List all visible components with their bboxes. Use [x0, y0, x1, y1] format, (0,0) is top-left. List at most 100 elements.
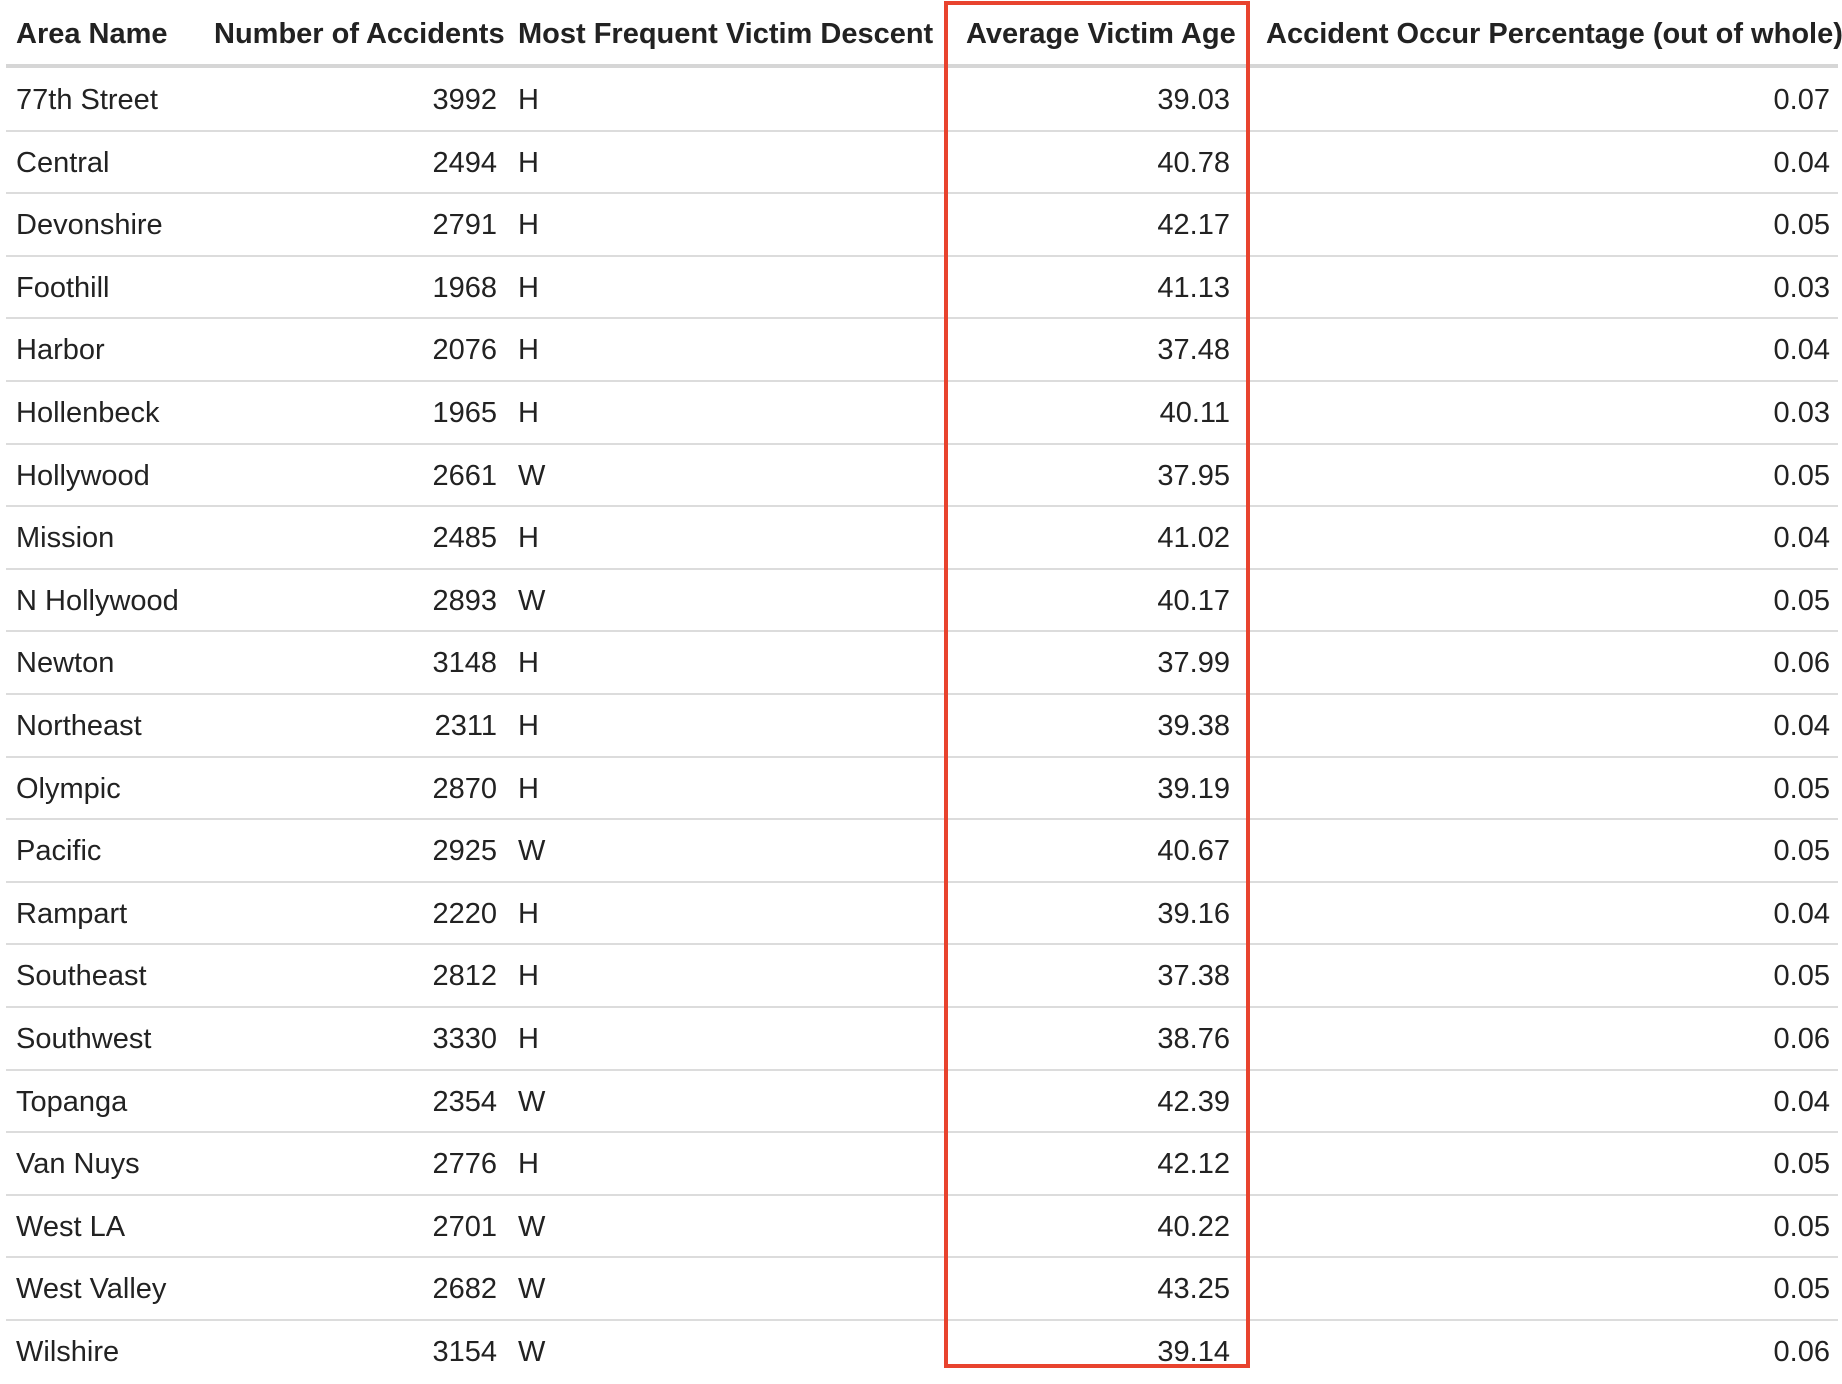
cell-area-name: West LA — [16, 1211, 126, 1243]
cell-accidents: 2494 — [432, 147, 497, 179]
cell-accidents: 2661 — [432, 460, 497, 492]
row-divider — [6, 943, 1838, 945]
cell-area-name: Southeast — [16, 960, 147, 992]
cell-area-name: Olympic — [16, 773, 121, 805]
cell-accident-percentage: 0.06 — [1773, 647, 1830, 679]
row-divider — [6, 255, 1838, 257]
cell-average-victim-age: 40.11 — [1159, 397, 1230, 429]
cell-accident-percentage: 0.05 — [1773, 209, 1830, 241]
cell-accident-percentage: 0.05 — [1773, 1273, 1830, 1305]
cell-area-name: Hollenbeck — [16, 397, 160, 429]
cell-accidents: 2870 — [432, 773, 497, 805]
cell-accident-percentage: 0.05 — [1773, 1148, 1830, 1180]
cell-accidents: 2776 — [432, 1148, 497, 1180]
cell-area-name: Van Nuys — [16, 1148, 140, 1180]
cell-victim-descent: H — [518, 960, 539, 992]
cell-average-victim-age: 43.25 — [1157, 1273, 1230, 1305]
cell-accident-percentage: 0.04 — [1773, 334, 1830, 366]
cell-accidents: 2925 — [432, 835, 497, 867]
column-header-accidents: Number of Accidents — [214, 18, 505, 50]
row-divider — [6, 881, 1838, 883]
row-divider — [6, 192, 1838, 194]
cell-accidents: 2791 — [432, 209, 497, 241]
cell-victim-descent: H — [518, 397, 539, 429]
cell-accidents: 2311 — [434, 710, 497, 742]
cell-accidents: 1968 — [432, 272, 497, 304]
cell-accidents: 3148 — [432, 647, 497, 679]
cell-area-name: 77th Street — [16, 84, 158, 116]
row-divider — [6, 1131, 1838, 1133]
column-header-accident-percentage: Accident Occur Percentage (out of whole) — [1266, 18, 1842, 50]
cell-accident-percentage: 0.04 — [1773, 898, 1830, 930]
row-divider — [6, 756, 1838, 758]
cell-area-name: Southwest — [16, 1023, 152, 1055]
column-header-victim-descent: Most Frequent Victim Descent — [518, 18, 934, 50]
cell-accidents: 2682 — [432, 1273, 497, 1305]
cell-accidents: 2220 — [432, 898, 497, 930]
cell-accidents: 2893 — [432, 585, 497, 617]
cell-average-victim-age: 40.22 — [1157, 1211, 1230, 1243]
cell-accidents: 3992 — [432, 84, 497, 116]
cell-area-name: N Hollywood — [16, 585, 179, 617]
cell-accident-percentage: 0.05 — [1773, 585, 1830, 617]
cell-average-victim-age: 39.14 — [1157, 1336, 1230, 1368]
row-divider — [6, 568, 1838, 570]
cell-average-victim-age: 37.99 — [1157, 647, 1230, 679]
cell-victim-descent: H — [518, 710, 539, 742]
cell-accident-percentage: 0.06 — [1773, 1023, 1830, 1055]
cell-accident-percentage: 0.05 — [1773, 773, 1830, 805]
cell-area-name: Mission — [16, 522, 115, 554]
cell-victim-descent: H — [518, 773, 539, 805]
row-divider — [6, 443, 1838, 445]
cell-victim-descent: W — [518, 1273, 546, 1305]
cell-area-name: Foothill — [16, 272, 110, 304]
cell-area-name: Rampart — [16, 898, 128, 930]
cell-average-victim-age: 42.12 — [1157, 1148, 1230, 1180]
row-divider — [6, 1319, 1838, 1321]
cell-average-victim-age: 40.67 — [1157, 835, 1230, 867]
cell-accident-percentage: 0.04 — [1773, 147, 1830, 179]
cell-victim-descent: W — [518, 835, 546, 867]
cell-victim-descent: H — [518, 147, 539, 179]
header-divider — [6, 64, 1838, 68]
cell-victim-descent: W — [518, 1086, 546, 1118]
row-divider — [6, 1069, 1838, 1071]
cell-area-name: Northeast — [16, 710, 142, 742]
cell-accidents: 3154 — [432, 1336, 497, 1368]
cell-area-name: Central — [16, 147, 110, 179]
row-divider — [6, 818, 1838, 820]
cell-average-victim-age: 40.78 — [1157, 147, 1230, 179]
cell-area-name: West Valley — [16, 1273, 167, 1305]
cell-victim-descent: H — [518, 272, 539, 304]
cell-average-victim-age: 37.95 — [1157, 460, 1230, 492]
cell-area-name: Pacific — [16, 835, 102, 867]
cell-accident-percentage: 0.05 — [1773, 460, 1830, 492]
cell-average-victim-age: 39.38 — [1157, 710, 1230, 742]
cell-victim-descent: W — [518, 1336, 546, 1368]
cell-accident-percentage: 0.04 — [1773, 522, 1830, 554]
cell-victim-descent: H — [518, 647, 539, 679]
cell-victim-descent: H — [518, 209, 539, 241]
cell-accidents: 3330 — [432, 1023, 497, 1055]
row-divider — [6, 317, 1838, 319]
cell-victim-descent: H — [518, 334, 539, 366]
cell-victim-descent: H — [518, 84, 539, 116]
cell-area-name: Devonshire — [16, 209, 163, 241]
cell-victim-descent: H — [518, 1023, 539, 1055]
cell-accidents: 2701 — [432, 1211, 497, 1243]
cell-accidents: 1965 — [432, 397, 497, 429]
column-header-average-victim-age: Average Victim Age — [966, 18, 1236, 50]
cell-victim-descent: W — [518, 460, 546, 492]
cell-area-name: Topanga — [16, 1086, 128, 1118]
cell-accidents: 2354 — [432, 1086, 497, 1118]
cell-average-victim-age: 42.17 — [1157, 209, 1230, 241]
cell-accidents: 2076 — [432, 334, 497, 366]
cell-accident-percentage: 0.06 — [1773, 1336, 1830, 1368]
cell-area-name: Hollywood — [16, 460, 150, 492]
cell-average-victim-age: 39.03 — [1157, 84, 1230, 116]
cell-accident-percentage: 0.04 — [1773, 1086, 1830, 1118]
cell-victim-descent: H — [518, 522, 539, 554]
row-divider — [6, 130, 1838, 132]
row-divider — [6, 380, 1838, 382]
cell-accident-percentage: 0.03 — [1773, 397, 1830, 429]
